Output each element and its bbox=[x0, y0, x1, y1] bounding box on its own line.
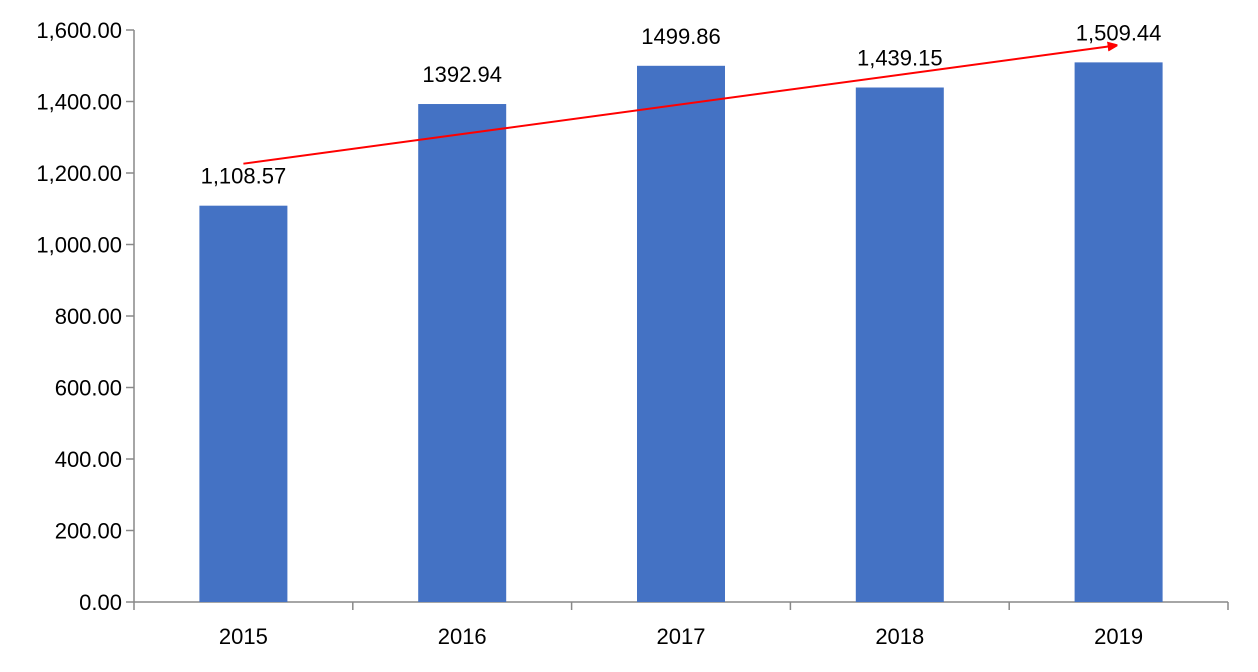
data-label-2016: 1392.94 bbox=[422, 62, 502, 87]
bar-2015 bbox=[199, 205, 288, 602]
trend-arrow-group bbox=[243, 45, 1116, 165]
y-tick-label: 1,000.00 bbox=[36, 233, 122, 258]
trend-arrow bbox=[243, 45, 1116, 165]
y-tick-label: 1,200.00 bbox=[36, 161, 122, 186]
y-tick-label: 0.00 bbox=[79, 590, 122, 615]
x-tick-label: 2017 bbox=[657, 624, 706, 649]
bar-2017 bbox=[637, 65, 725, 602]
bar-2018 bbox=[855, 87, 944, 602]
x-axis: 2015 2016 2017 2018 2019 bbox=[133, 601, 1229, 649]
x-tick-label: 2015 bbox=[219, 624, 268, 649]
x-tick-label: 2016 bbox=[438, 624, 487, 649]
y-axis: 0.00 200.00 400.00 600.00 800.00 1,000.00 1,20… bbox=[36, 18, 135, 615]
data-label-2017: 1499.86 bbox=[641, 24, 721, 49]
x-tick-label: 2019 bbox=[1094, 624, 1143, 649]
y-tick-label: 600.00 bbox=[55, 376, 122, 401]
y-tick-label: 1,600.00 bbox=[36, 18, 122, 43]
data-label-2015: 1,108.57 bbox=[201, 164, 287, 189]
y-tick-label: 200.00 bbox=[55, 519, 122, 544]
x-tick-label: 2018 bbox=[875, 624, 924, 649]
y-tick-label: 1,400.00 bbox=[36, 90, 122, 115]
bar-2016 bbox=[418, 104, 507, 602]
y-tick-label: 400.00 bbox=[55, 447, 122, 472]
y-tick-label: 800.00 bbox=[55, 304, 122, 329]
data-label-2018: 1,439.15 bbox=[857, 46, 943, 71]
data-labels-group: 1,108.57 1392.94 1499.86 1,439.15 1,509.44 bbox=[201, 20, 1162, 188]
bars-group bbox=[199, 62, 1163, 603]
bar-2019 bbox=[1074, 62, 1163, 603]
data-label-2019: 1,509.44 bbox=[1076, 20, 1162, 45]
